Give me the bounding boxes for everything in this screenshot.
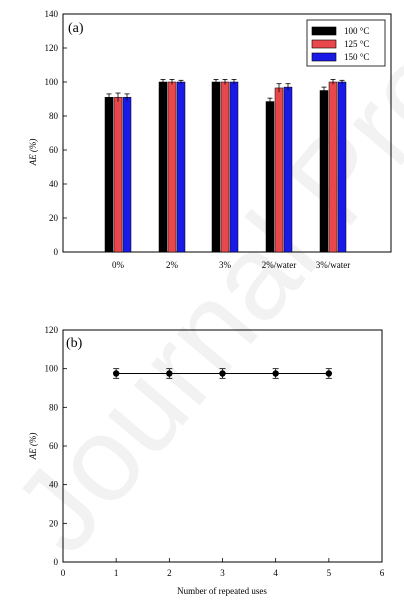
- x-tick-label: 3: [220, 568, 225, 578]
- x-tick-label: 2: [167, 568, 172, 578]
- panel-b-line-chart: (b) AE (%) Number of repeated uses 02040…: [28, 325, 385, 596]
- panel-b-y-ticks: 0 20 40 60 80 100 120: [45, 325, 67, 567]
- bar: [122, 97, 132, 253]
- legend-swatch-150: [311, 52, 337, 62]
- y-tick-label: 40: [49, 480, 59, 490]
- x-tick-label: 4: [273, 568, 278, 578]
- panel-b-tag: (b): [66, 336, 83, 351]
- y-tick-label: 80: [49, 402, 59, 412]
- legend-label-100: 100 °C: [344, 26, 369, 36]
- panel-a-tag: (a): [68, 21, 84, 36]
- bar: [220, 81, 230, 253]
- x-category-label: 2%/water: [262, 260, 296, 270]
- x-category-label: 3%: [219, 260, 232, 270]
- data-point: [325, 370, 333, 377]
- bar: [274, 87, 284, 253]
- panel-a-y-ticks: 0 20 40 60 80 100 120 140: [45, 9, 67, 257]
- y-tick-label: 20: [49, 518, 59, 528]
- panel-a-legend: 100 °C 125 °C 150 °C: [306, 19, 386, 67]
- bar: [283, 86, 293, 253]
- bar: [337, 81, 347, 253]
- x-tick-label: 0: [61, 568, 66, 578]
- y-tick-label: 0: [54, 557, 59, 567]
- bar: [158, 81, 168, 253]
- data-point: [219, 370, 226, 377]
- y-tick-label: 80: [49, 111, 59, 121]
- y-tick-label: 100: [45, 364, 59, 374]
- y-tick-label: 100: [45, 77, 59, 87]
- panel-a-bar-chart: (a) AE (%) 0 20 40 60 80 100 120 140 0% 2% 3% 2%/w…: [28, 9, 392, 270]
- bar: [319, 90, 329, 253]
- x-category-label: 3%/water: [316, 260, 350, 270]
- y-tick-label: 0: [54, 247, 59, 257]
- x-category-label: 0%: [112, 260, 125, 270]
- panel-a-x-categories: 0% 2% 3% 2%/water 3%/water: [112, 260, 350, 270]
- bar: [176, 81, 186, 253]
- legend-label-150: 150 °C: [344, 52, 369, 62]
- bar: [113, 97, 123, 253]
- bar: [229, 81, 239, 253]
- x-category-label: 2%: [166, 260, 179, 270]
- y-tick-label: 60: [49, 441, 59, 451]
- panel-a-bars: [104, 79, 347, 253]
- x-tick-label: 5: [327, 568, 332, 578]
- bar: [328, 81, 338, 253]
- panel-b-x-axis-label: Number of repeated uses: [177, 586, 267, 596]
- y-tick-label: 20: [49, 213, 59, 223]
- y-tick-label: 120: [45, 43, 59, 53]
- bar: [265, 101, 275, 253]
- data-point: [112, 370, 120, 377]
- y-tick-label: 40: [49, 179, 59, 189]
- bar: [104, 97, 114, 253]
- bar: [167, 81, 177, 253]
- panel-b-y-axis-label: AE (%): [28, 433, 38, 461]
- legend-swatch-125: [311, 39, 337, 49]
- panel-a-y-axis-label: AE (%): [28, 139, 38, 167]
- x-tick-label: 6: [380, 568, 385, 578]
- legend-swatch-100: [311, 26, 337, 36]
- panel-b-series: [112, 368, 333, 379]
- bar: [211, 81, 221, 253]
- data-point: [166, 370, 173, 377]
- legend-label-125: 125 °C: [344, 39, 369, 49]
- panel-b-x-ticks: 0 1 2 3 4 5 6: [61, 558, 385, 578]
- data-point: [272, 370, 279, 377]
- y-tick-label: 60: [49, 145, 59, 155]
- y-tick-label: 140: [45, 9, 59, 19]
- x-tick-label: 1: [114, 568, 119, 578]
- y-tick-label: 120: [45, 325, 59, 335]
